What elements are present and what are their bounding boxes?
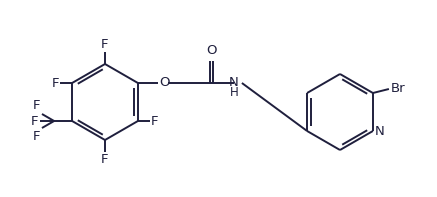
Text: F: F (151, 114, 158, 127)
Text: N: N (375, 125, 385, 138)
Text: H: H (229, 85, 238, 98)
Text: F: F (31, 114, 38, 127)
Text: F: F (32, 130, 40, 143)
Text: F: F (32, 99, 40, 112)
Text: O: O (159, 75, 170, 88)
Text: N: N (229, 75, 239, 88)
Text: F: F (101, 38, 109, 51)
Text: F: F (101, 153, 109, 166)
Text: Br: Br (391, 82, 406, 95)
Text: F: F (52, 76, 59, 89)
Text: O: O (206, 44, 217, 57)
